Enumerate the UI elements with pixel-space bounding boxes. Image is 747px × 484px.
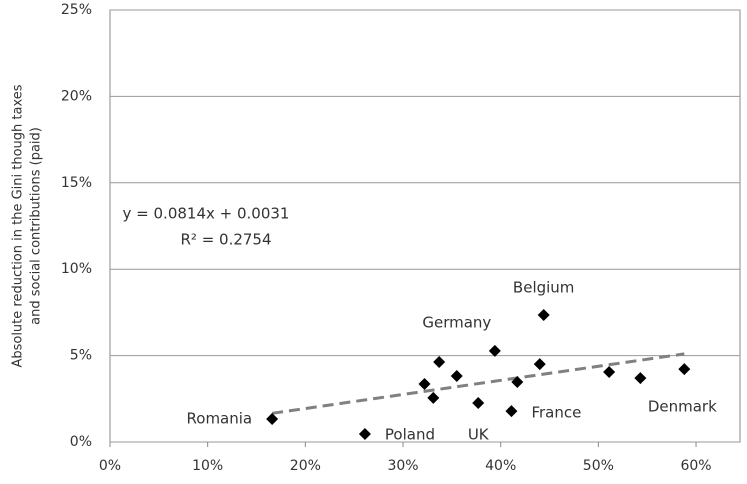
trend-r2: R² = 0.2754 bbox=[180, 231, 271, 249]
point-label: UK bbox=[468, 425, 490, 443]
x-tick-label: 0% bbox=[99, 458, 121, 474]
point-label: Poland bbox=[385, 426, 435, 444]
y-tick-label: 15% bbox=[61, 175, 92, 191]
x-tick-label: 30% bbox=[387, 458, 418, 474]
point bbox=[634, 372, 647, 385]
point-label: Romania bbox=[187, 410, 253, 428]
point-label: Germany bbox=[422, 313, 491, 331]
y-axis-label: and social contributions (paid) bbox=[29, 127, 44, 325]
point-label: France bbox=[531, 404, 581, 422]
point bbox=[603, 366, 616, 379]
point-label: Denmark bbox=[648, 398, 717, 416]
point bbox=[537, 308, 550, 321]
point bbox=[266, 413, 279, 426]
point bbox=[433, 355, 446, 368]
y-tick-label: 25% bbox=[61, 2, 92, 18]
point bbox=[505, 405, 518, 418]
y-tick-label: 0% bbox=[70, 434, 92, 450]
point bbox=[427, 391, 440, 404]
point bbox=[511, 376, 524, 389]
trendline bbox=[271, 352, 685, 415]
x-tick-label: 50% bbox=[583, 458, 614, 474]
point bbox=[358, 428, 371, 441]
y-tick-label: 20% bbox=[61, 88, 92, 104]
point bbox=[472, 396, 485, 409]
trend-equation: y = 0.0814x + 0.0031 bbox=[123, 205, 290, 223]
point bbox=[418, 377, 431, 390]
point bbox=[488, 344, 501, 357]
point-label: Belgium bbox=[513, 278, 575, 296]
point bbox=[678, 363, 691, 376]
x-tick-label: 40% bbox=[485, 458, 516, 474]
point bbox=[533, 358, 546, 371]
y-tick-label: 10% bbox=[61, 261, 92, 277]
x-tick-label: 60% bbox=[680, 458, 711, 474]
x-tick-label: 10% bbox=[192, 458, 223, 474]
y-tick-label: 5% bbox=[70, 348, 92, 364]
point bbox=[450, 369, 463, 382]
y-axis-label: Absolute reduction in the Gini though ta… bbox=[11, 84, 26, 367]
x-tick-label: 20% bbox=[290, 458, 321, 474]
